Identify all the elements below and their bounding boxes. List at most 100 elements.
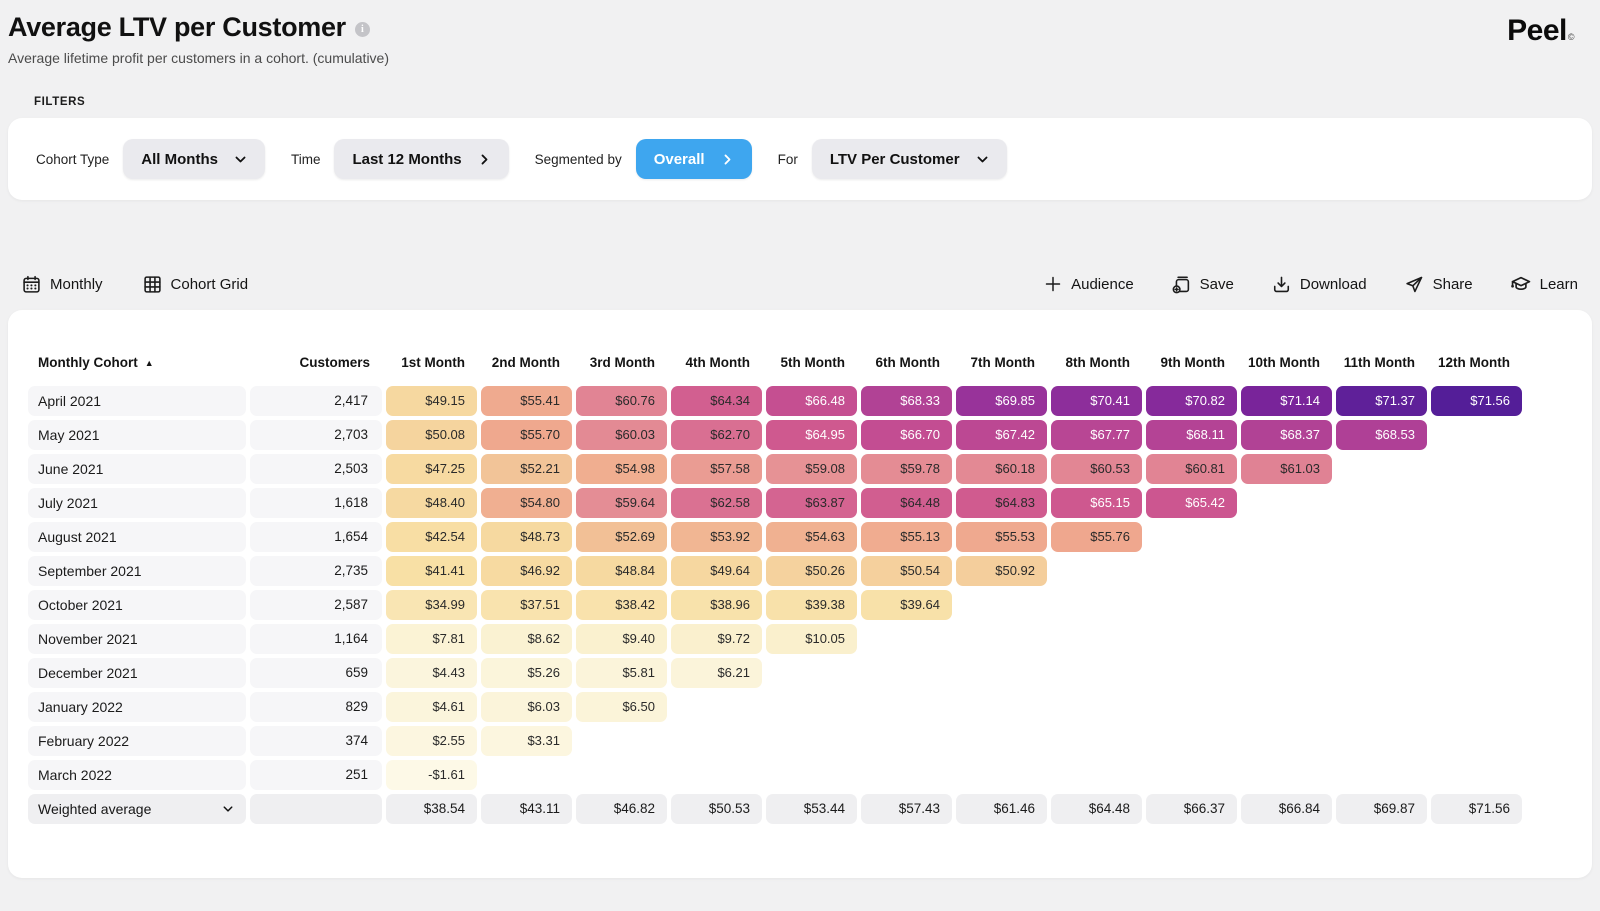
ltv-cell[interactable]: $59.64 — [576, 488, 667, 518]
ltv-cell[interactable]: $66.48 — [766, 386, 857, 416]
ltv-cell[interactable]: $54.98 — [576, 454, 667, 484]
empty-cell — [1431, 420, 1522, 450]
learn-button[interactable]: Learn — [1510, 274, 1578, 294]
ltv-cell[interactable]: $39.64 — [861, 590, 952, 620]
table-toolbar: Monthly Cohort Grid Audience Save Downlo… — [22, 274, 1578, 294]
ltv-cell[interactable]: $63.87 — [766, 488, 857, 518]
for-metric-select[interactable]: LTV Per Customer — [811, 139, 1007, 179]
ltv-cell[interactable]: $2.55 — [386, 726, 477, 756]
ltv-cell[interactable]: $50.08 — [386, 420, 477, 450]
ltv-cell[interactable]: $55.41 — [481, 386, 572, 416]
ltv-cell[interactable]: $60.76 — [576, 386, 667, 416]
download-button[interactable]: Download — [1272, 275, 1367, 294]
time-range-button[interactable]: Last 12 Months — [334, 139, 509, 179]
share-button[interactable]: Share — [1405, 275, 1473, 294]
cohort-grid-view-button[interactable]: Cohort Grid — [143, 275, 248, 294]
ltv-cell[interactable]: $50.54 — [861, 556, 952, 586]
ltv-cell[interactable]: $39.38 — [766, 590, 857, 620]
ltv-cell[interactable]: $55.13 — [861, 522, 952, 552]
ltv-cell[interactable]: $52.69 — [576, 522, 667, 552]
monthly-view-button[interactable]: Monthly — [22, 275, 103, 294]
ltv-cell[interactable]: $6.03 — [481, 692, 572, 722]
ltv-cell[interactable]: $55.53 — [956, 522, 1047, 552]
time-range-value: Last 12 Months — [352, 150, 462, 168]
ltv-cell[interactable]: $8.62 — [481, 624, 572, 654]
ltv-cell[interactable]: $71.56 — [1431, 386, 1522, 416]
audience-button[interactable]: Audience — [1044, 275, 1134, 293]
ltv-cell[interactable]: $54.80 — [481, 488, 572, 518]
ltv-cell[interactable]: $9.72 — [671, 624, 762, 654]
ltv-cell[interactable]: $49.64 — [671, 556, 762, 586]
ltv-cell[interactable]: $9.40 — [576, 624, 667, 654]
cohort-name-cell: March 2022 — [28, 760, 246, 790]
ltv-cell[interactable]: $66.70 — [861, 420, 952, 450]
ltv-cell[interactable]: $68.53 — [1336, 420, 1427, 450]
ltv-cell[interactable]: $60.53 — [1051, 454, 1142, 484]
ltv-cell[interactable]: $60.18 — [956, 454, 1047, 484]
ltv-cell[interactable]: $68.11 — [1146, 420, 1237, 450]
ltv-cell[interactable]: $65.42 — [1146, 488, 1237, 518]
ltv-cell[interactable]: $59.78 — [861, 454, 952, 484]
ltv-cell[interactable]: $48.84 — [576, 556, 667, 586]
ltv-cell[interactable]: $60.03 — [576, 420, 667, 450]
ltv-cell[interactable]: $42.54 — [386, 522, 477, 552]
ltv-cell[interactable]: $69.85 — [956, 386, 1047, 416]
ltv-cell[interactable]: $48.73 — [481, 522, 572, 552]
ltv-cell[interactable]: $48.40 — [386, 488, 477, 518]
empty-cell — [1146, 556, 1237, 586]
weighted-average-toggle[interactable]: Weighted average — [28, 794, 246, 824]
ltv-cell[interactable]: $47.25 — [386, 454, 477, 484]
ltv-cell[interactable]: $57.58 — [671, 454, 762, 484]
ltv-cell[interactable]: $54.63 — [766, 522, 857, 552]
ltv-cell[interactable]: $55.76 — [1051, 522, 1142, 552]
segmented-by-button[interactable]: Overall — [635, 139, 752, 179]
empty-cell — [1051, 624, 1142, 654]
ltv-cell[interactable]: $64.48 — [861, 488, 952, 518]
ltv-cell[interactable]: $55.70 — [481, 420, 572, 450]
ltv-cell[interactable]: $34.99 — [386, 590, 477, 620]
ltv-cell[interactable]: $38.96 — [671, 590, 762, 620]
ltv-cell[interactable]: $10.05 — [766, 624, 857, 654]
ltv-cell[interactable]: $46.92 — [481, 556, 572, 586]
info-icon[interactable]: i — [354, 22, 370, 37]
ltv-cell[interactable]: $41.41 — [386, 556, 477, 586]
ltv-cell[interactable]: $71.37 — [1336, 386, 1427, 416]
ltv-cell[interactable]: $49.15 — [386, 386, 477, 416]
ltv-cell[interactable]: $62.58 — [671, 488, 762, 518]
ltv-cell[interactable]: $62.70 — [671, 420, 762, 450]
ltv-cell[interactable]: $52.21 — [481, 454, 572, 484]
ltv-cell[interactable]: $53.92 — [671, 522, 762, 552]
ltv-cell[interactable]: $71.14 — [1241, 386, 1332, 416]
ltv-cell[interactable]: $67.42 — [956, 420, 1047, 450]
ltv-cell[interactable]: $64.83 — [956, 488, 1047, 518]
ltv-cell[interactable]: $68.33 — [861, 386, 952, 416]
ltv-cell[interactable]: $7.81 — [386, 624, 477, 654]
ltv-cell[interactable]: $5.26 — [481, 658, 572, 688]
ltv-cell[interactable]: $5.81 — [576, 658, 667, 688]
ltv-cell[interactable]: $64.34 — [671, 386, 762, 416]
ltv-cell[interactable]: $38.42 — [576, 590, 667, 620]
save-button[interactable]: Save — [1172, 275, 1234, 294]
ltv-cell[interactable]: $70.82 — [1146, 386, 1237, 416]
ltv-cell[interactable]: $68.37 — [1241, 420, 1332, 450]
ltv-cell[interactable]: $64.95 — [766, 420, 857, 450]
cohort-type-select[interactable]: All Months — [123, 139, 265, 179]
ltv-cell[interactable]: $59.08 — [766, 454, 857, 484]
ltv-cell[interactable]: $6.21 — [671, 658, 762, 688]
ltv-cell[interactable]: $4.61 — [386, 692, 477, 722]
empty-cell — [1431, 760, 1522, 790]
ltv-cell[interactable]: $65.15 — [1051, 488, 1142, 518]
ltv-cell[interactable]: $60.81 — [1146, 454, 1237, 484]
ltv-cell[interactable]: -$1.61 — [386, 760, 477, 790]
ltv-cell[interactable]: $61.03 — [1241, 454, 1332, 484]
ltv-cell[interactable]: $50.26 — [766, 556, 857, 586]
ltv-cell[interactable]: $70.41 — [1051, 386, 1142, 416]
ltv-cell[interactable]: $6.50 — [576, 692, 667, 722]
ltv-cell[interactable]: $4.43 — [386, 658, 477, 688]
ltv-cell[interactable]: $50.92 — [956, 556, 1047, 586]
ltv-cell[interactable]: $67.77 — [1051, 420, 1142, 450]
ltv-cell[interactable]: $3.31 — [481, 726, 572, 756]
column-header-month-6: 6th Month — [875, 355, 940, 370]
ltv-cell[interactable]: $37.51 — [481, 590, 572, 620]
column-header-monthly-cohort[interactable]: Monthly Cohort ▲ — [28, 350, 246, 376]
